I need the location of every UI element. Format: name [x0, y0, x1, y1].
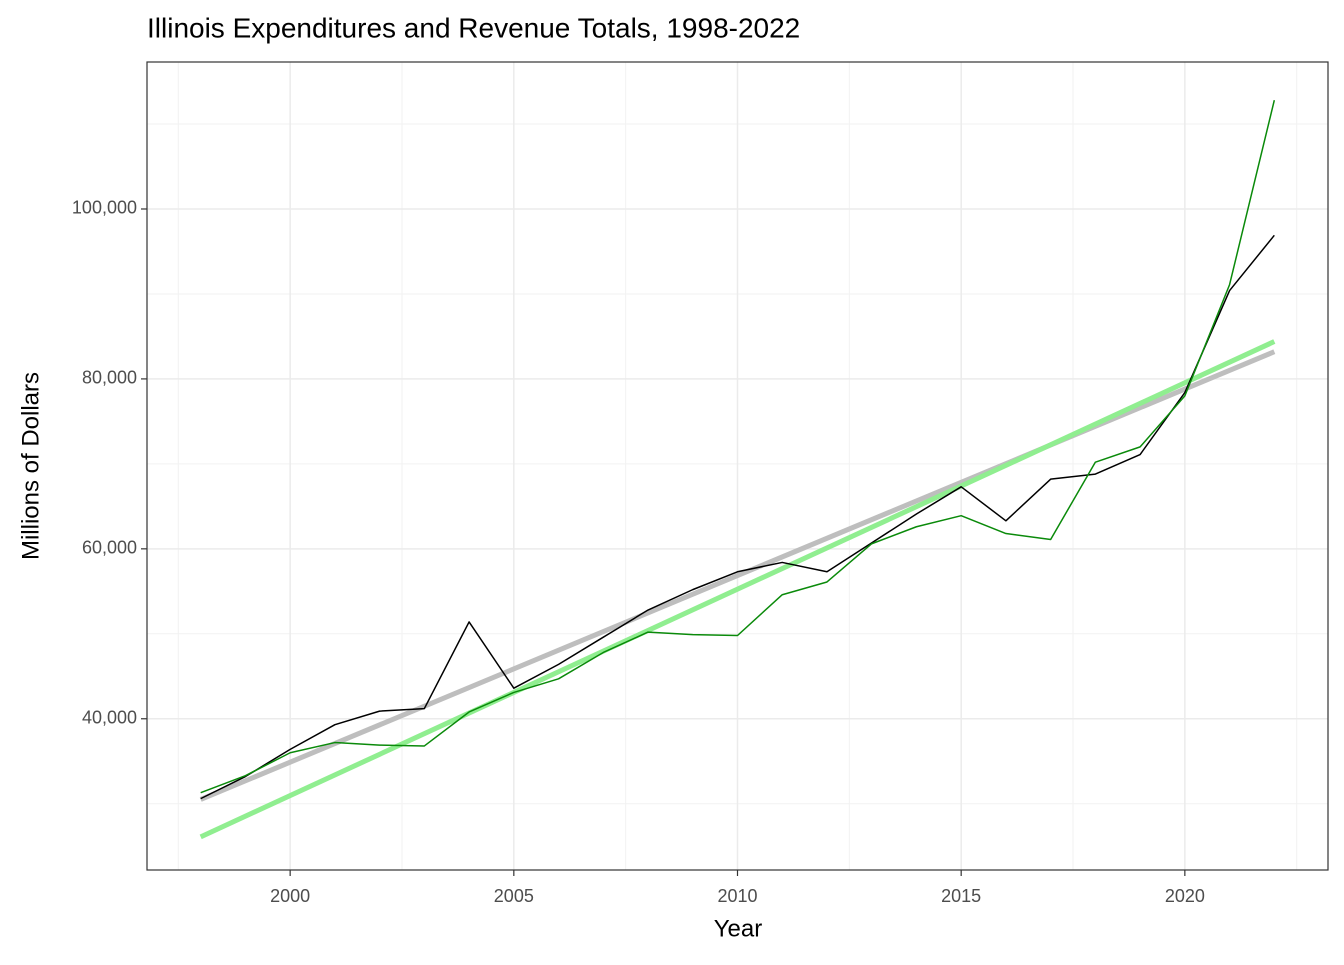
y-tick-label: 80,000 — [82, 368, 137, 388]
plot-border — [146, 61, 1329, 871]
data-line — [199, 339, 1276, 840]
data-line — [200, 234, 1275, 800]
y-tick-label: 40,000 — [82, 708, 137, 728]
x-tick-label: 2000 — [270, 886, 310, 906]
y-tick-label: 60,000 — [82, 538, 137, 558]
x-tick-label: 2020 — [1165, 886, 1205, 906]
x-tick-label: 2015 — [941, 886, 981, 906]
x-axis-label: Year — [714, 915, 763, 942]
x-tick-label: 2005 — [494, 886, 534, 906]
data-line — [200, 100, 1276, 794]
chart-title: Illinois Expenditures and Revenue Totals… — [147, 12, 800, 43]
y-axis-label: Millions of Dollars — [17, 372, 44, 560]
y-tick-label: 100,000 — [72, 198, 137, 218]
x-tick-label: 2010 — [717, 886, 757, 906]
